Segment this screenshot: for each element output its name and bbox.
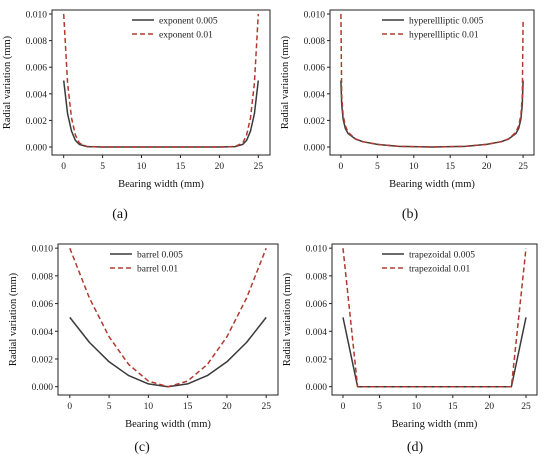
chart-panel-a: 0 5 10 15 20 25 0.000 0.002 0.004 0.006 0.008 0.010…: [2, 9, 271, 222]
legend-label-2: barrel 0.01: [137, 265, 178, 275]
y-tick-label: 0.004: [306, 328, 328, 338]
x-tick-label: 20: [485, 402, 495, 412]
x-tick-label: 15: [183, 402, 193, 412]
y-axis-label: Radial variation (mm): [282, 272, 293, 366]
y-tick-label: 0.000: [304, 144, 326, 154]
panel-caption: (a): [112, 207, 128, 222]
x-tick-label: 10: [144, 402, 154, 412]
x-tick-label: 25: [254, 162, 264, 172]
x-tick-label: 25: [521, 402, 531, 412]
series-line-2: [62, 13, 260, 148]
plot-frame: [331, 243, 538, 396]
series-line-2: [340, 13, 524, 148]
x-tick-label: 5: [377, 402, 382, 412]
y-tick-label: 0.006: [26, 64, 48, 74]
y-tick-label: 0.010: [32, 245, 54, 255]
x-tick-label: 0: [61, 162, 66, 172]
y-tick-label: 0.004: [304, 90, 326, 100]
series-line-2: [342, 248, 527, 388]
x-tick-label: 15: [448, 402, 458, 412]
chart-panel-c: 0 5 10 15 20 25 0.000 0.002 0.004 0.006 0.008 0.010…: [8, 243, 279, 455]
x-tick-label: 0: [341, 402, 346, 412]
x-tick-label: 20: [222, 402, 232, 412]
y-tick-label: 0.010: [306, 245, 328, 255]
legend-label-2: hyperellliptic 0.01: [409, 31, 479, 41]
x-tick-label: 5: [107, 402, 112, 412]
y-tick-label: 0.006: [306, 300, 328, 310]
y-tick-label: 0.004: [26, 90, 48, 100]
x-axis-label: Bearing width (mm): [125, 419, 211, 430]
x-tick-label: 10: [411, 402, 421, 412]
plot-frame: [57, 243, 279, 396]
y-tick-label: 0.008: [306, 272, 328, 282]
chart-panel-b: 0 5 10 15 20 25 0.000 0.002 0.004 0.006 0.008 0.010…: [280, 9, 535, 222]
x-tick-label: 25: [261, 402, 271, 412]
x-tick-label: 25: [518, 162, 528, 172]
x-tick-label: 10: [137, 162, 147, 172]
y-tick-label: 0.004: [32, 328, 54, 338]
y-axis-label: Radial variation (mm): [280, 35, 291, 129]
legend-label-1: exponent 0.005: [159, 17, 218, 27]
x-tick-label: 10: [409, 162, 419, 172]
panel-caption: (d): [407, 440, 424, 455]
legend-label-2: trapezoidal 0.01: [409, 265, 470, 275]
y-tick-label: 0.006: [32, 300, 54, 310]
chart-panel-d: 0 5 10 15 20 25 0.000 0.002 0.004 0.006 0.008 0.010…: [282, 243, 538, 455]
y-tick-label: 0.008: [32, 272, 54, 282]
y-tick-label: 0.006: [304, 64, 326, 74]
x-tick-label: 20: [215, 162, 225, 172]
y-axis-label: Radial variation (mm): [8, 272, 19, 366]
y-tick-label: 0.002: [32, 355, 54, 365]
y-axis-label: Radial variation (mm): [2, 35, 13, 129]
x-tick-label: 20: [482, 162, 492, 172]
y-tick-label: 0.000: [26, 144, 48, 154]
series-line-1: [69, 316, 267, 388]
y-tick-label: 0.000: [306, 383, 328, 393]
series-line-1: [62, 80, 260, 148]
plot-frame: [51, 9, 271, 156]
x-axis-label: Bearing width (mm): [118, 179, 204, 190]
panel-caption: (c): [134, 440, 150, 455]
y-tick-label: 0.010: [26, 10, 48, 20]
x-tick-label: 0: [67, 402, 72, 412]
legend-label-1: hyperellliptic 0.005: [409, 17, 484, 27]
legend-label-1: barrel 0.005: [137, 251, 183, 261]
series-line-2: [69, 247, 267, 388]
y-tick-label: 0.008: [304, 37, 326, 47]
y-tick-label: 0.000: [32, 383, 54, 393]
y-tick-label: 0.008: [26, 37, 48, 47]
series-line-1: [342, 317, 527, 388]
y-tick-label: 0.010: [304, 10, 326, 20]
x-tick-label: 15: [176, 162, 186, 172]
x-tick-label: 0: [339, 162, 344, 172]
x-axis-label: Bearing width (mm): [392, 419, 478, 430]
panel-caption: (b): [402, 207, 419, 222]
x-axis-label: Bearing width (mm): [389, 179, 475, 190]
y-tick-label: 0.002: [26, 117, 48, 127]
legend-label-1: trapezoidal 0.005: [409, 251, 475, 261]
x-tick-label: 15: [445, 162, 455, 172]
x-tick-label: 5: [100, 162, 105, 172]
y-tick-label: 0.002: [304, 117, 326, 127]
series-line-1: [340, 80, 524, 148]
y-tick-label: 0.002: [306, 355, 328, 365]
x-tick-label: 5: [375, 162, 380, 172]
plot-frame: [329, 9, 535, 156]
legend-label-2: exponent 0.01: [159, 31, 213, 41]
